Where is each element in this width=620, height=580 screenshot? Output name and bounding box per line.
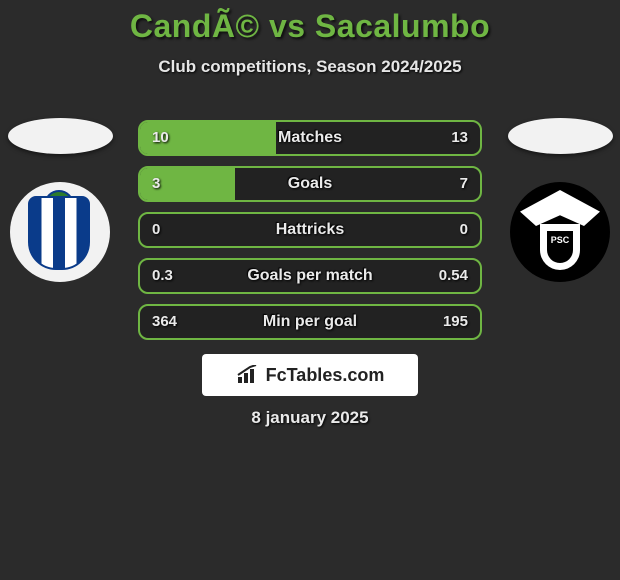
club-right: PSC: [500, 118, 620, 282]
stat-label: Hattricks: [140, 214, 480, 246]
stat-right-value: 195: [431, 306, 480, 338]
page-subtitle: Club competitions, Season 2024/2025: [0, 57, 620, 77]
stat-row: 364 Min per goal 195: [138, 304, 482, 340]
footer-date: 8 january 2025: [0, 408, 620, 428]
crest-left-icon: [10, 182, 110, 282]
brand-text: FcTables.com: [266, 365, 385, 386]
brand-badge[interactable]: FcTables.com: [202, 354, 418, 396]
stat-label: Matches: [140, 122, 480, 154]
stats-block: 10 Matches 13 3 Goals 7 0 Hattricks 0 0.…: [138, 120, 482, 350]
page-title: CandÃ© vs Sacalumbo: [0, 8, 620, 45]
flag-right-icon: [508, 118, 613, 154]
page-root: CandÃ© vs Sacalumbo Club competitions, S…: [0, 0, 620, 580]
flag-left-icon: [8, 118, 113, 154]
stat-right-value: 7: [448, 168, 480, 200]
club-left: [0, 118, 120, 282]
stat-label: Min per goal: [140, 306, 480, 338]
stat-right-value: 13: [439, 122, 480, 154]
bar-chart-icon: [236, 365, 260, 385]
stat-row: 3 Goals 7: [138, 166, 482, 202]
stat-right-value: 0.54: [427, 260, 480, 292]
stat-label: Goals: [140, 168, 480, 200]
crest-right-text: PSC: [547, 231, 573, 263]
stat-right-value: 0: [448, 214, 480, 246]
stat-row: 0 Hattricks 0: [138, 212, 482, 248]
stat-row: 0.3 Goals per match 0.54: [138, 258, 482, 294]
crest-right-icon: PSC: [510, 182, 610, 282]
stat-row: 10 Matches 13: [138, 120, 482, 156]
